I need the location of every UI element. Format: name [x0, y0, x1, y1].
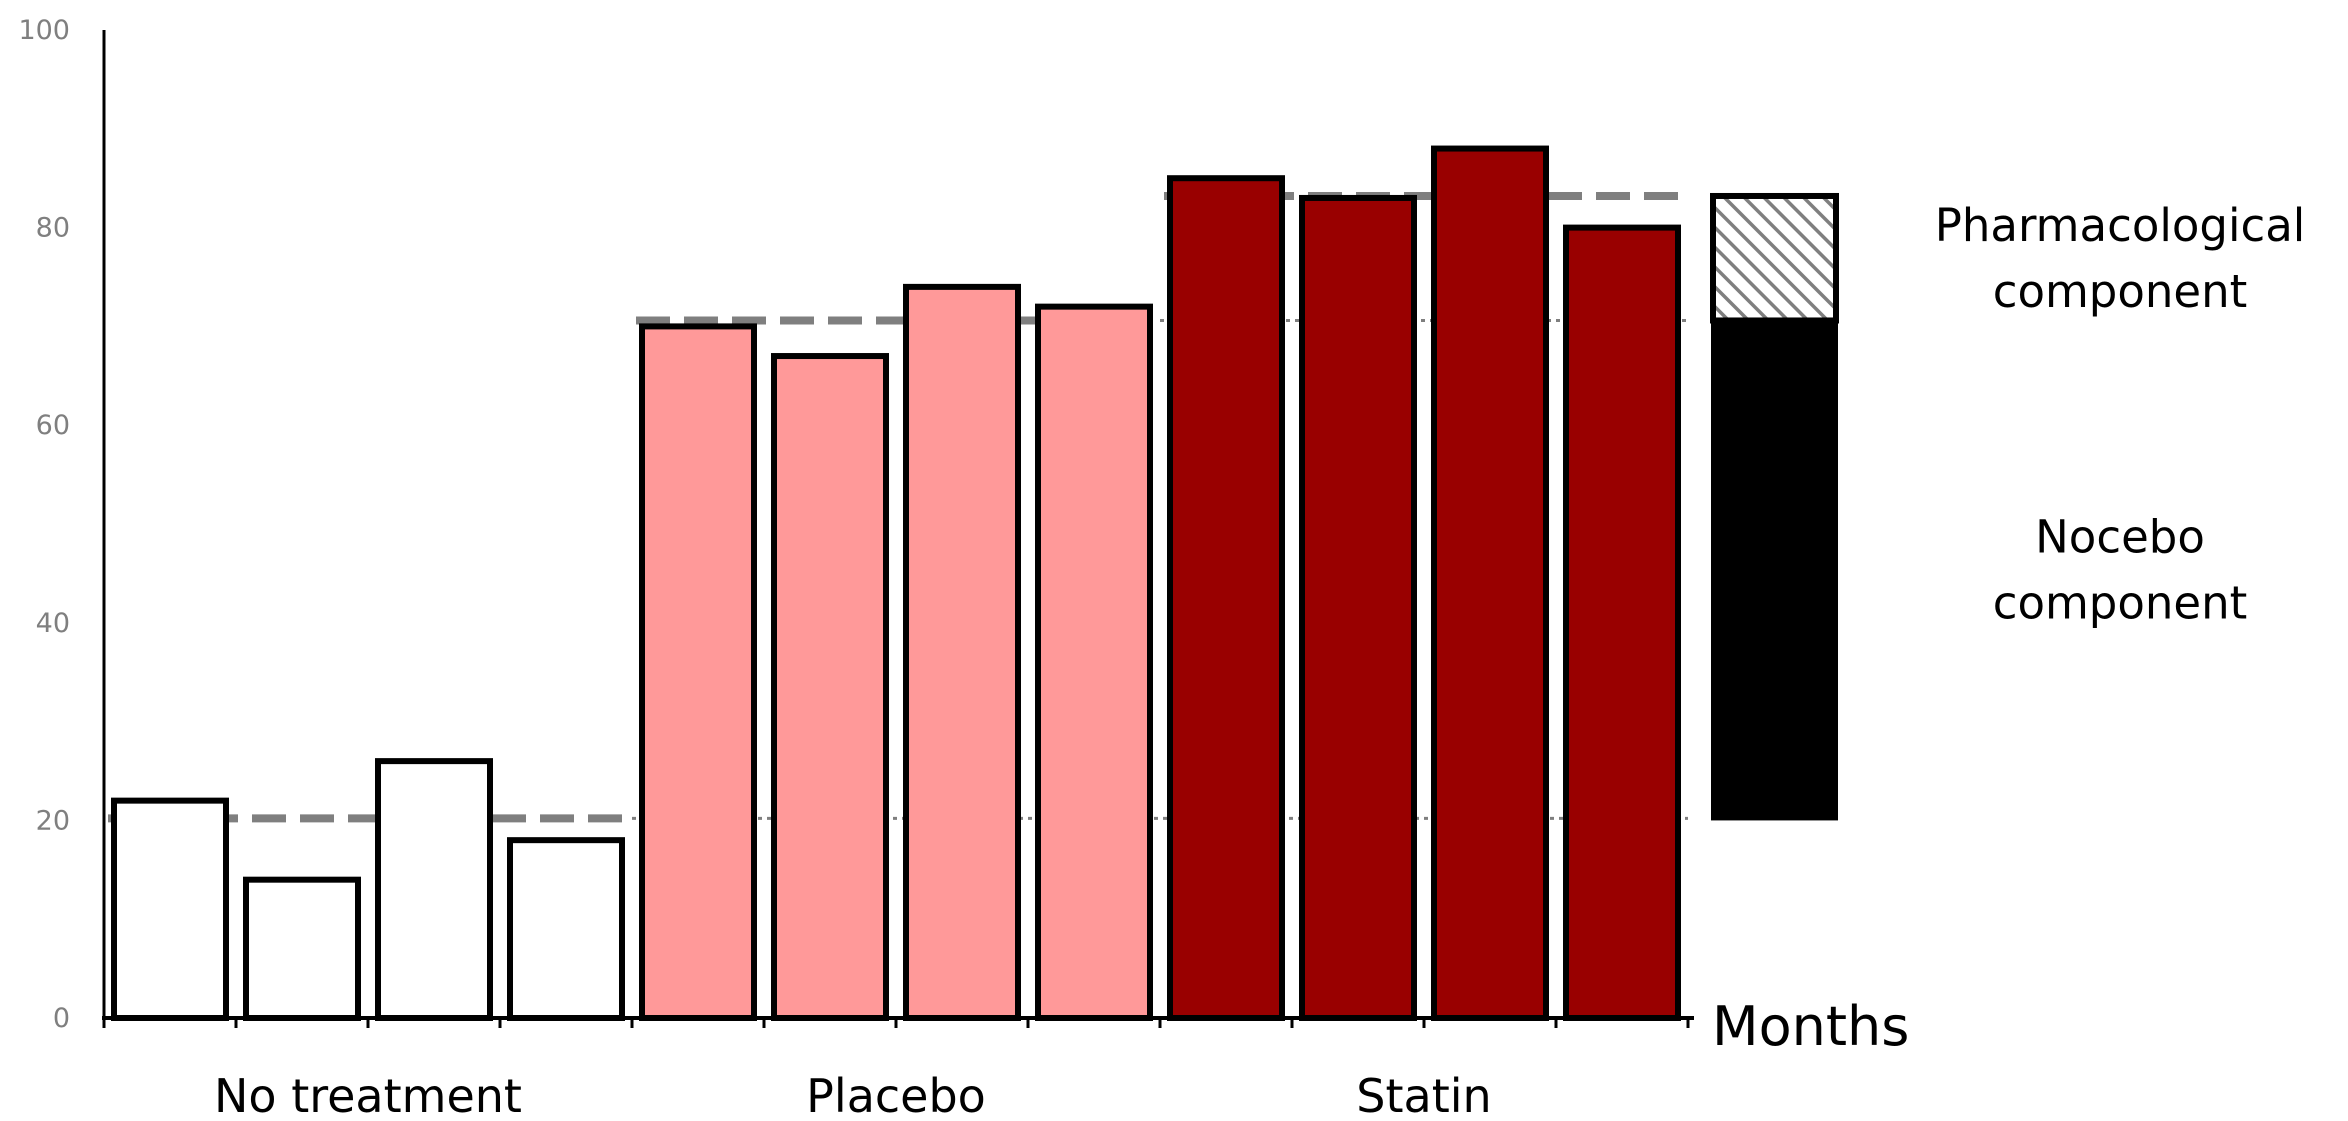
- pharmacological-component-label: component: [1993, 265, 2248, 318]
- bar-placebo-4: [1035, 303, 1153, 1021]
- bar-no-treatment-1: [111, 797, 229, 1022]
- y-tick-label: 60: [36, 410, 70, 441]
- bar-statin-2: [1299, 194, 1417, 1021]
- bar-statin-4: [1563, 224, 1681, 1022]
- bar-statin-3: [1431, 145, 1549, 1021]
- pharmacological-component-label: Pharmacological: [1935, 199, 2306, 252]
- bar-statin-1: [1167, 175, 1285, 1021]
- group-label-statin: Statin: [1356, 1069, 1491, 1121]
- y-tick-label: 40: [36, 608, 70, 639]
- y-tick-label: 80: [36, 213, 70, 244]
- labels-layer: No treatment Placebo Statin Months Pharmacol…: [214, 199, 2305, 1121]
- bar-no-treatment-3: [375, 758, 493, 1021]
- pharmacological-component-segment: [1710, 192, 1839, 324]
- bar-no-treatment-2: [243, 876, 361, 1021]
- nocebo-component-label: component: [1993, 576, 2248, 629]
- y-tick-label: 0: [53, 1003, 70, 1034]
- axes-layer: 0 20 40 60 80 100: [18, 15, 1694, 1034]
- group-label-no-treatment: No treatment: [214, 1069, 522, 1121]
- bar-placebo-3: [903, 283, 1021, 1021]
- bar-placebo-2: [771, 353, 889, 1022]
- y-tick-label: 20: [36, 805, 70, 836]
- bars-layer: [111, 145, 1681, 1022]
- nocebo-component-label: Nocebo: [2035, 510, 2205, 563]
- nocebo-component-segment: [1711, 318, 1838, 821]
- bar-no-treatment-4: [507, 837, 625, 1021]
- bar-placebo-1: [639, 323, 757, 1021]
- component-bar: [1710, 192, 1839, 821]
- y-tick-label: 100: [18, 15, 70, 46]
- x-axis-title: Months: [1712, 995, 1909, 1058]
- group-label-placebo: Placebo: [806, 1069, 986, 1121]
